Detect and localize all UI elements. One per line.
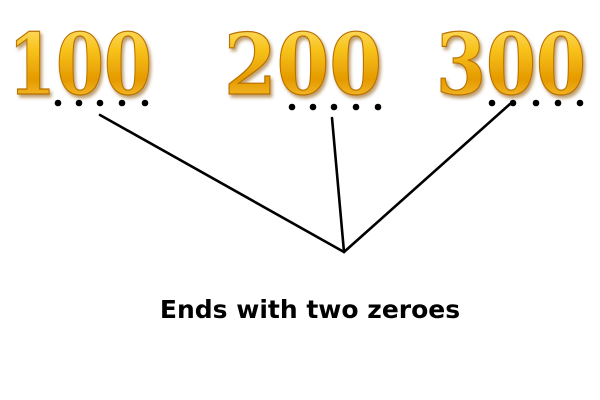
- dot: [554, 99, 562, 107]
- connector-line-200: [330, 116, 346, 254]
- dot: [118, 99, 126, 107]
- dot: [330, 103, 338, 111]
- connector-line-100: [98, 113, 346, 254]
- dot: [141, 99, 149, 107]
- number-group: 100 200 300: [7, 14, 586, 114]
- dot: [576, 99, 584, 107]
- dot: [75, 99, 83, 107]
- dots-under-200: [288, 103, 382, 111]
- number-300: 300: [436, 15, 586, 114]
- number-200: 200: [224, 15, 382, 114]
- caption: Ends with two zeroes: [160, 295, 460, 324]
- connector-lines: [98, 102, 512, 254]
- dot: [509, 99, 517, 107]
- dot: [309, 103, 317, 111]
- dot: [532, 99, 540, 107]
- dot: [288, 103, 296, 111]
- dot: [352, 103, 360, 111]
- dot: [54, 99, 62, 107]
- dots-under-100: [54, 99, 149, 107]
- number-100: 100: [8, 15, 152, 114]
- dot: [96, 99, 104, 107]
- dot: [488, 99, 496, 107]
- dots-under-300: [488, 99, 584, 107]
- connector-line-300: [342, 102, 512, 254]
- dot: [374, 103, 382, 111]
